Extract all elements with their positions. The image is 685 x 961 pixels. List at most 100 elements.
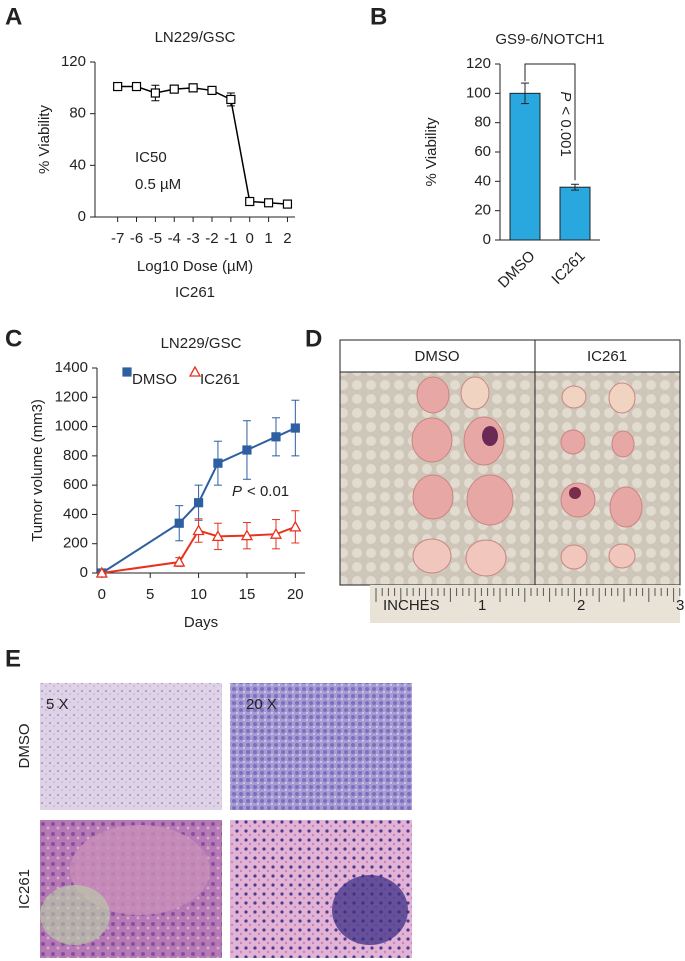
marker [269, 527, 283, 539]
column-label: IC261 [587, 348, 627, 365]
panel-letter: B [370, 3, 387, 30]
annotation-italic: P [232, 483, 242, 500]
chart-title: GS9-6/NOTCH1 [495, 31, 604, 48]
error-bar [571, 183, 579, 191]
x-tick-label: 0 [98, 586, 106, 603]
x-tick-label: 10 [190, 586, 207, 603]
x-tick-label: 0 [246, 230, 254, 247]
y-tick-label: 1400 [55, 359, 88, 376]
chart-title: LN229/GSC [155, 29, 236, 46]
annotation: P < 0.01 [232, 483, 289, 500]
marker [240, 529, 254, 541]
marker [113, 81, 123, 92]
line [117, 85, 288, 205]
panel-letter: D [305, 325, 322, 352]
bar [559, 186, 591, 241]
marker [242, 445, 252, 455]
row-label: DMSO [16, 724, 33, 769]
panel-letter: A [5, 3, 22, 30]
x-tick-label: 1 [264, 230, 272, 247]
y-tick-label: 100 [466, 84, 491, 101]
x-axis-label-drug: IC261 [175, 284, 215, 301]
marker [245, 196, 255, 207]
marker [193, 498, 204, 508]
marker [150, 88, 160, 98]
y-tick-label: 200 [63, 535, 88, 552]
y-tick-label: 80 [474, 114, 491, 131]
x-tick-label: -5 [149, 230, 162, 247]
marker [213, 458, 223, 468]
ruler-label: INCHES [383, 597, 440, 614]
marker [95, 566, 108, 578]
significance-bracket [524, 63, 576, 181]
marker [207, 85, 217, 96]
panel-letter: C [5, 325, 22, 352]
marker [211, 530, 225, 542]
x-tick-label: DMSO [495, 248, 539, 292]
row-label: IC261 [16, 869, 33, 909]
legend-label: IC261 [200, 371, 240, 388]
x-tick-label: IC261 [548, 248, 588, 288]
y-tick-label: 20 [474, 202, 491, 219]
ruler-label: 2 [577, 597, 585, 614]
magnification-label: 5 X [46, 696, 69, 713]
y-tick-label: 120 [61, 53, 86, 70]
bar [509, 92, 541, 241]
annotation-text: < 0.01 [247, 483, 289, 500]
y-tick-label: 0 [78, 208, 86, 225]
y-axis-label: Tumor volume (mm3) [29, 399, 46, 542]
y-axis-label: % Viability [36, 105, 53, 174]
annotation: 0.5 µM [135, 176, 181, 193]
annotation-italic: P [557, 91, 574, 101]
marker [131, 81, 142, 92]
y-tick-label: 1200 [55, 388, 88, 405]
annotation: P < 0.001 [557, 91, 574, 156]
y-tick-label: 0 [80, 564, 88, 581]
error-bar [521, 82, 529, 105]
x-tick-label: 2 [283, 230, 291, 247]
legend-marker [122, 367, 132, 377]
y-tick-label: 800 [63, 447, 88, 464]
y-axis-label: % Viability [423, 117, 440, 186]
x-tick-label: -7 [111, 230, 124, 247]
ruler-label: 1 [478, 597, 486, 614]
magnification-label: 20 X [246, 696, 277, 713]
panel-letter: E [5, 645, 21, 672]
marker [226, 94, 236, 105]
y-tick-label: 600 [63, 476, 88, 493]
marker [290, 423, 300, 433]
x-axis-label: Log10 Dose (µM) [137, 258, 253, 275]
y-tick-label: 0 [483, 231, 491, 248]
legend-label: DMSO [132, 371, 177, 388]
annotation: IC50 [135, 149, 167, 166]
x-tick-label: 5 [146, 586, 154, 603]
marker [188, 83, 198, 93]
x-tick-label: -4 [168, 230, 181, 247]
marker [173, 555, 186, 567]
marker [263, 198, 274, 208]
x-tick-label: -3 [186, 230, 199, 247]
marker [271, 432, 281, 442]
chart-title: LN229/GSC [161, 335, 242, 352]
marker [282, 199, 293, 209]
y-tick-label: 40 [69, 156, 86, 173]
annotation-text: < 0.001 [557, 106, 574, 156]
legend-marker [188, 365, 202, 377]
tumor-photo [339, 339, 681, 623]
ruler-label: 3 [676, 597, 684, 614]
column-label: DMSO [415, 348, 460, 365]
marker [192, 524, 205, 536]
y-tick-label: 80 [69, 105, 86, 122]
x-tick-label: -6 [130, 230, 143, 247]
x-axis-label: Days [184, 614, 218, 631]
y-tick-label: 60 [474, 143, 491, 160]
y-tick-label: 120 [466, 55, 491, 72]
histology-images [40, 683, 412, 958]
y-tick-label: 40 [474, 172, 491, 189]
marker [289, 520, 302, 532]
x-tick-label: -1 [224, 230, 237, 247]
y-tick-label: 400 [63, 505, 88, 522]
marker [169, 84, 179, 94]
x-tick-label: 15 [239, 586, 256, 603]
